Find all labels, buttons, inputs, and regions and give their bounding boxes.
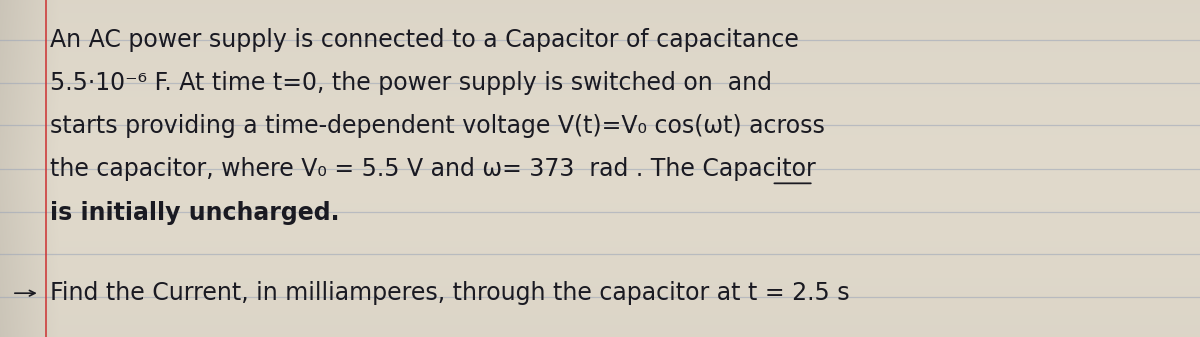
Text: Find the Current, in milliamperes, through the capacitor at t = 2.5 s: Find the Current, in milliamperes, throu…	[50, 281, 850, 305]
Text: starts providing a time-dependent voltage V(t)=V₀ cos(ωt) across: starts providing a time-dependent voltag…	[50, 114, 826, 139]
Text: 5.5·10⁻⁶ F. At time t=0, the power supply is switched on  and: 5.5·10⁻⁶ F. At time t=0, the power suppl…	[50, 70, 773, 95]
Text: is initially uncharged.: is initially uncharged.	[50, 201, 340, 225]
Text: An AC power supply is connected to a Capacitor of capacitance: An AC power supply is connected to a Cap…	[50, 28, 799, 53]
Text: the capacitor, where V₀ = 5.5 V and ω= 373  rad . The Capacitor: the capacitor, where V₀ = 5.5 V and ω= 3…	[50, 157, 816, 181]
